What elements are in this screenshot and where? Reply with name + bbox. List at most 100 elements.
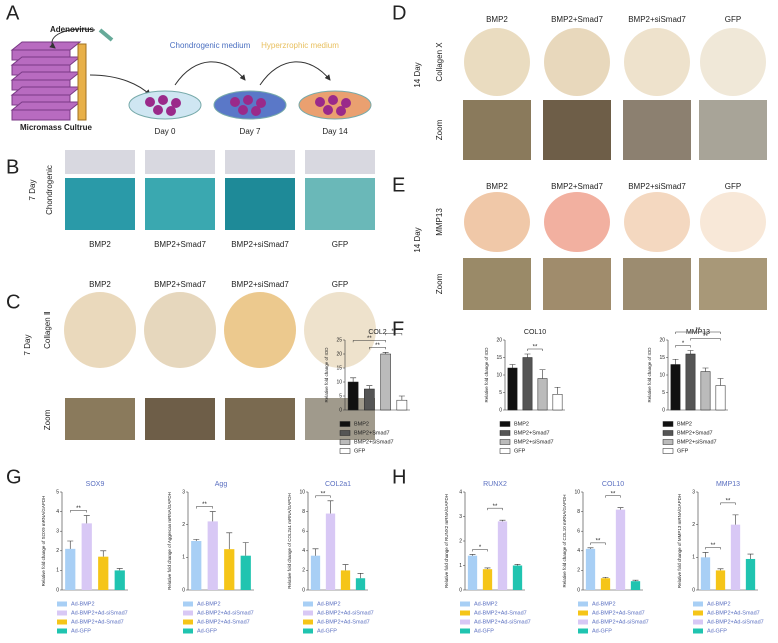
legend-label: Ad-BMP2+Ad-siSmad7 xyxy=(71,610,128,616)
bar xyxy=(482,569,493,590)
legend-label: Ad-BMP2 xyxy=(707,601,731,607)
significance-bracket xyxy=(690,338,721,341)
significance-label: ** xyxy=(367,336,372,342)
bar xyxy=(396,399,408,411)
side-label: Zoom xyxy=(435,273,444,294)
bar xyxy=(325,513,336,590)
significance-label: ** xyxy=(726,498,731,504)
legend-swatch xyxy=(499,430,511,436)
y-tick-label: 20 xyxy=(336,351,342,357)
bar-chart: Agg Relative fold change of Aggrecan mRNA… xyxy=(167,481,254,634)
side-label: Zoom xyxy=(435,119,444,140)
significance-label: ** xyxy=(493,504,498,510)
legend-label: Ad-BMP2+Ad-Smad7 xyxy=(71,619,124,625)
legend-label: BMP2+Smad7 xyxy=(677,430,713,436)
legend-label: BMP2+siSmad7 xyxy=(677,439,717,445)
error-bar xyxy=(717,378,724,386)
y-tick-label: 15 xyxy=(496,355,502,361)
y-tick-label: 0 xyxy=(339,407,342,413)
y-tick-label: 4 xyxy=(577,548,580,554)
label: Chondrogenic medium xyxy=(170,41,251,50)
legend-swatch xyxy=(662,421,674,427)
schematic xyxy=(10,28,372,121)
chart-title: SOX9 xyxy=(86,481,105,488)
legend-swatch xyxy=(578,601,588,607)
significance-label: ** xyxy=(76,506,81,512)
side-label: 7 Day xyxy=(23,335,32,356)
y-tick-label: 15 xyxy=(659,355,665,361)
error-bar xyxy=(499,519,506,522)
legend-swatch xyxy=(303,601,313,607)
significance-bracket xyxy=(315,495,331,498)
legend-swatch xyxy=(339,448,351,454)
bar xyxy=(240,555,251,590)
legend-label: GFP xyxy=(514,448,526,454)
error-bar xyxy=(539,369,546,379)
error-bar xyxy=(366,385,373,389)
error-bar xyxy=(226,532,233,550)
y-tick-label: 0 xyxy=(499,407,502,413)
bar-chart: SOX9 Relative fold change of SOX9 mRNA/GA… xyxy=(41,481,128,634)
y-tick-label: 0 xyxy=(692,587,695,593)
error-bar xyxy=(554,386,561,395)
legend-swatch xyxy=(57,628,67,634)
y-axis-label: Relative fold change of IOD xyxy=(484,347,489,403)
y-axis-label: Relative fold change of IOD xyxy=(647,347,652,403)
error-bar xyxy=(509,364,516,368)
legend-label: BMP2 xyxy=(677,421,692,427)
legend-swatch xyxy=(693,619,703,625)
significance-bracket xyxy=(527,348,543,351)
y-tick-label: 1 xyxy=(459,563,462,569)
error-bar xyxy=(116,568,123,571)
y-tick-label: 3 xyxy=(459,514,462,520)
bar xyxy=(512,565,523,590)
legend-swatch xyxy=(460,610,470,616)
y-tick-label: 4 xyxy=(56,509,59,515)
bar xyxy=(467,555,478,590)
legend-swatch xyxy=(460,628,470,634)
significance-bracket xyxy=(720,502,736,505)
legend-swatch xyxy=(183,601,193,607)
legend-swatch xyxy=(339,439,351,445)
condition: BMP2+siSmad7 xyxy=(231,240,289,249)
significance-label: ** xyxy=(703,334,708,340)
y-tick-label: 15 xyxy=(336,365,342,371)
y-tick-label: 0 xyxy=(56,587,59,593)
label: Day 0 xyxy=(155,127,176,136)
error-bar xyxy=(342,564,349,571)
chart-title: COL2 xyxy=(368,329,386,336)
photo xyxy=(65,150,375,230)
panel-letter: D xyxy=(392,2,406,24)
legend-swatch xyxy=(303,610,313,616)
error-bar xyxy=(587,547,594,549)
bar xyxy=(670,364,681,411)
panel-letter: H xyxy=(392,466,406,488)
legend-label: BMP2+Smad7 xyxy=(514,430,550,436)
bar xyxy=(685,353,696,411)
legend-label: Ad-GFP xyxy=(592,628,612,634)
legend-swatch xyxy=(460,601,470,607)
side-label: Zoom xyxy=(43,409,52,430)
significance-bracket xyxy=(352,340,386,343)
significance-label: ** xyxy=(696,328,701,334)
bar xyxy=(81,523,92,590)
significance-label: ** xyxy=(202,502,207,508)
legend-swatch xyxy=(693,610,703,616)
condition: BMP2+Smad7 xyxy=(551,182,603,191)
significance-label: ** xyxy=(321,491,326,497)
significance-bracket xyxy=(472,549,488,552)
legend-label: BMP2 xyxy=(354,421,369,427)
error-bar xyxy=(193,539,200,541)
photo xyxy=(64,292,376,440)
bar xyxy=(65,548,76,590)
legend-swatch xyxy=(339,421,351,427)
panel-letter: B xyxy=(6,156,19,178)
chart-title: COL10 xyxy=(602,481,624,488)
significance-label: * xyxy=(682,341,685,347)
condition: BMP2+Smad7 xyxy=(551,15,603,24)
error-bar xyxy=(67,540,74,549)
bar xyxy=(497,521,508,590)
error-bar xyxy=(469,554,476,556)
legend-label: Ad-BMP2+Ad-Smad7 xyxy=(317,619,370,625)
